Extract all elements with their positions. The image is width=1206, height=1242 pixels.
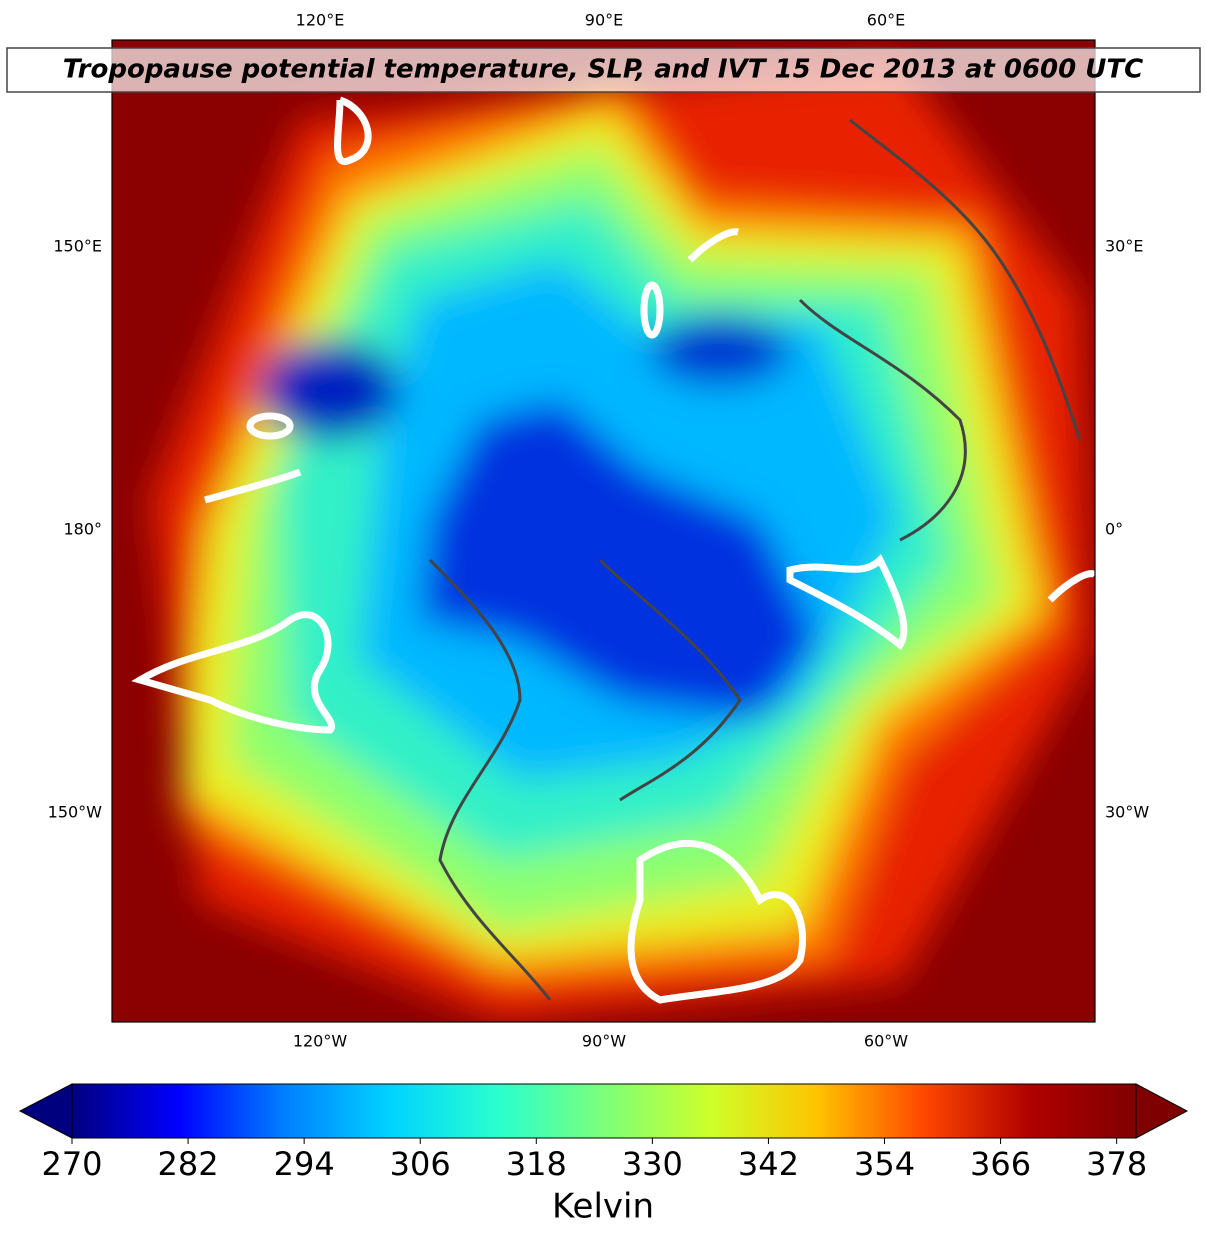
title-box	[6, 47, 1201, 93]
colorbar-tick-label: 354	[854, 1145, 915, 1183]
colorbar-tick-label: 306	[390, 1145, 451, 1183]
map-frame	[111, 39, 1096, 1023]
colorbar-label: Kelvin	[552, 1187, 654, 1227]
lon-label: 30°E	[1105, 237, 1143, 256]
colorbar-tick-label: 270	[41, 1145, 102, 1183]
colorbar-tick-label: 330	[622, 1145, 683, 1183]
colorbar-tick-label: 378	[1086, 1145, 1147, 1183]
title: Tropopause potential temperature, SLP, a…	[63, 55, 1143, 85]
lon-label: 120°W	[293, 1032, 348, 1051]
lon-label: 30°W	[1105, 803, 1149, 822]
colorbar-tick-label: 366	[970, 1145, 1031, 1183]
map-field	[112, 40, 1095, 1022]
colorbar-tick-label: 282	[158, 1145, 219, 1183]
ivt-contours	[131, 96, 1095, 1004]
colorbar: 270 282 294 306 318 330 342 354 366 378 Kelvin	[18, 1083, 1189, 1227]
colorbar-tick-label: 318	[506, 1145, 567, 1183]
colorbar-extend-low	[18, 1083, 73, 1139]
colorbar-body	[71, 1083, 1137, 1139]
colorbar-tick-label: 342	[738, 1145, 799, 1183]
colorbar-extend-high	[1135, 1083, 1189, 1139]
coastlines	[428, 118, 1082, 1001]
lon-label: 0°	[1105, 520, 1123, 539]
colorbar-tick-label: 294	[274, 1145, 335, 1183]
lon-label: 150°E	[53, 237, 102, 256]
graticule-labels: 120°E 90°E 60°E 120°W 90°W 60°W 150°E 180° 150°W…	[48, 11, 1150, 1051]
lon-label: 60°W	[864, 1032, 908, 1051]
lon-label: 180°	[63, 520, 102, 539]
lon-label: 90°E	[585, 11, 623, 30]
lon-label: 90°W	[582, 1032, 626, 1051]
lon-label: 60°E	[867, 11, 905, 30]
lon-label: 120°E	[296, 11, 345, 30]
lon-label: 150°W	[48, 803, 103, 822]
